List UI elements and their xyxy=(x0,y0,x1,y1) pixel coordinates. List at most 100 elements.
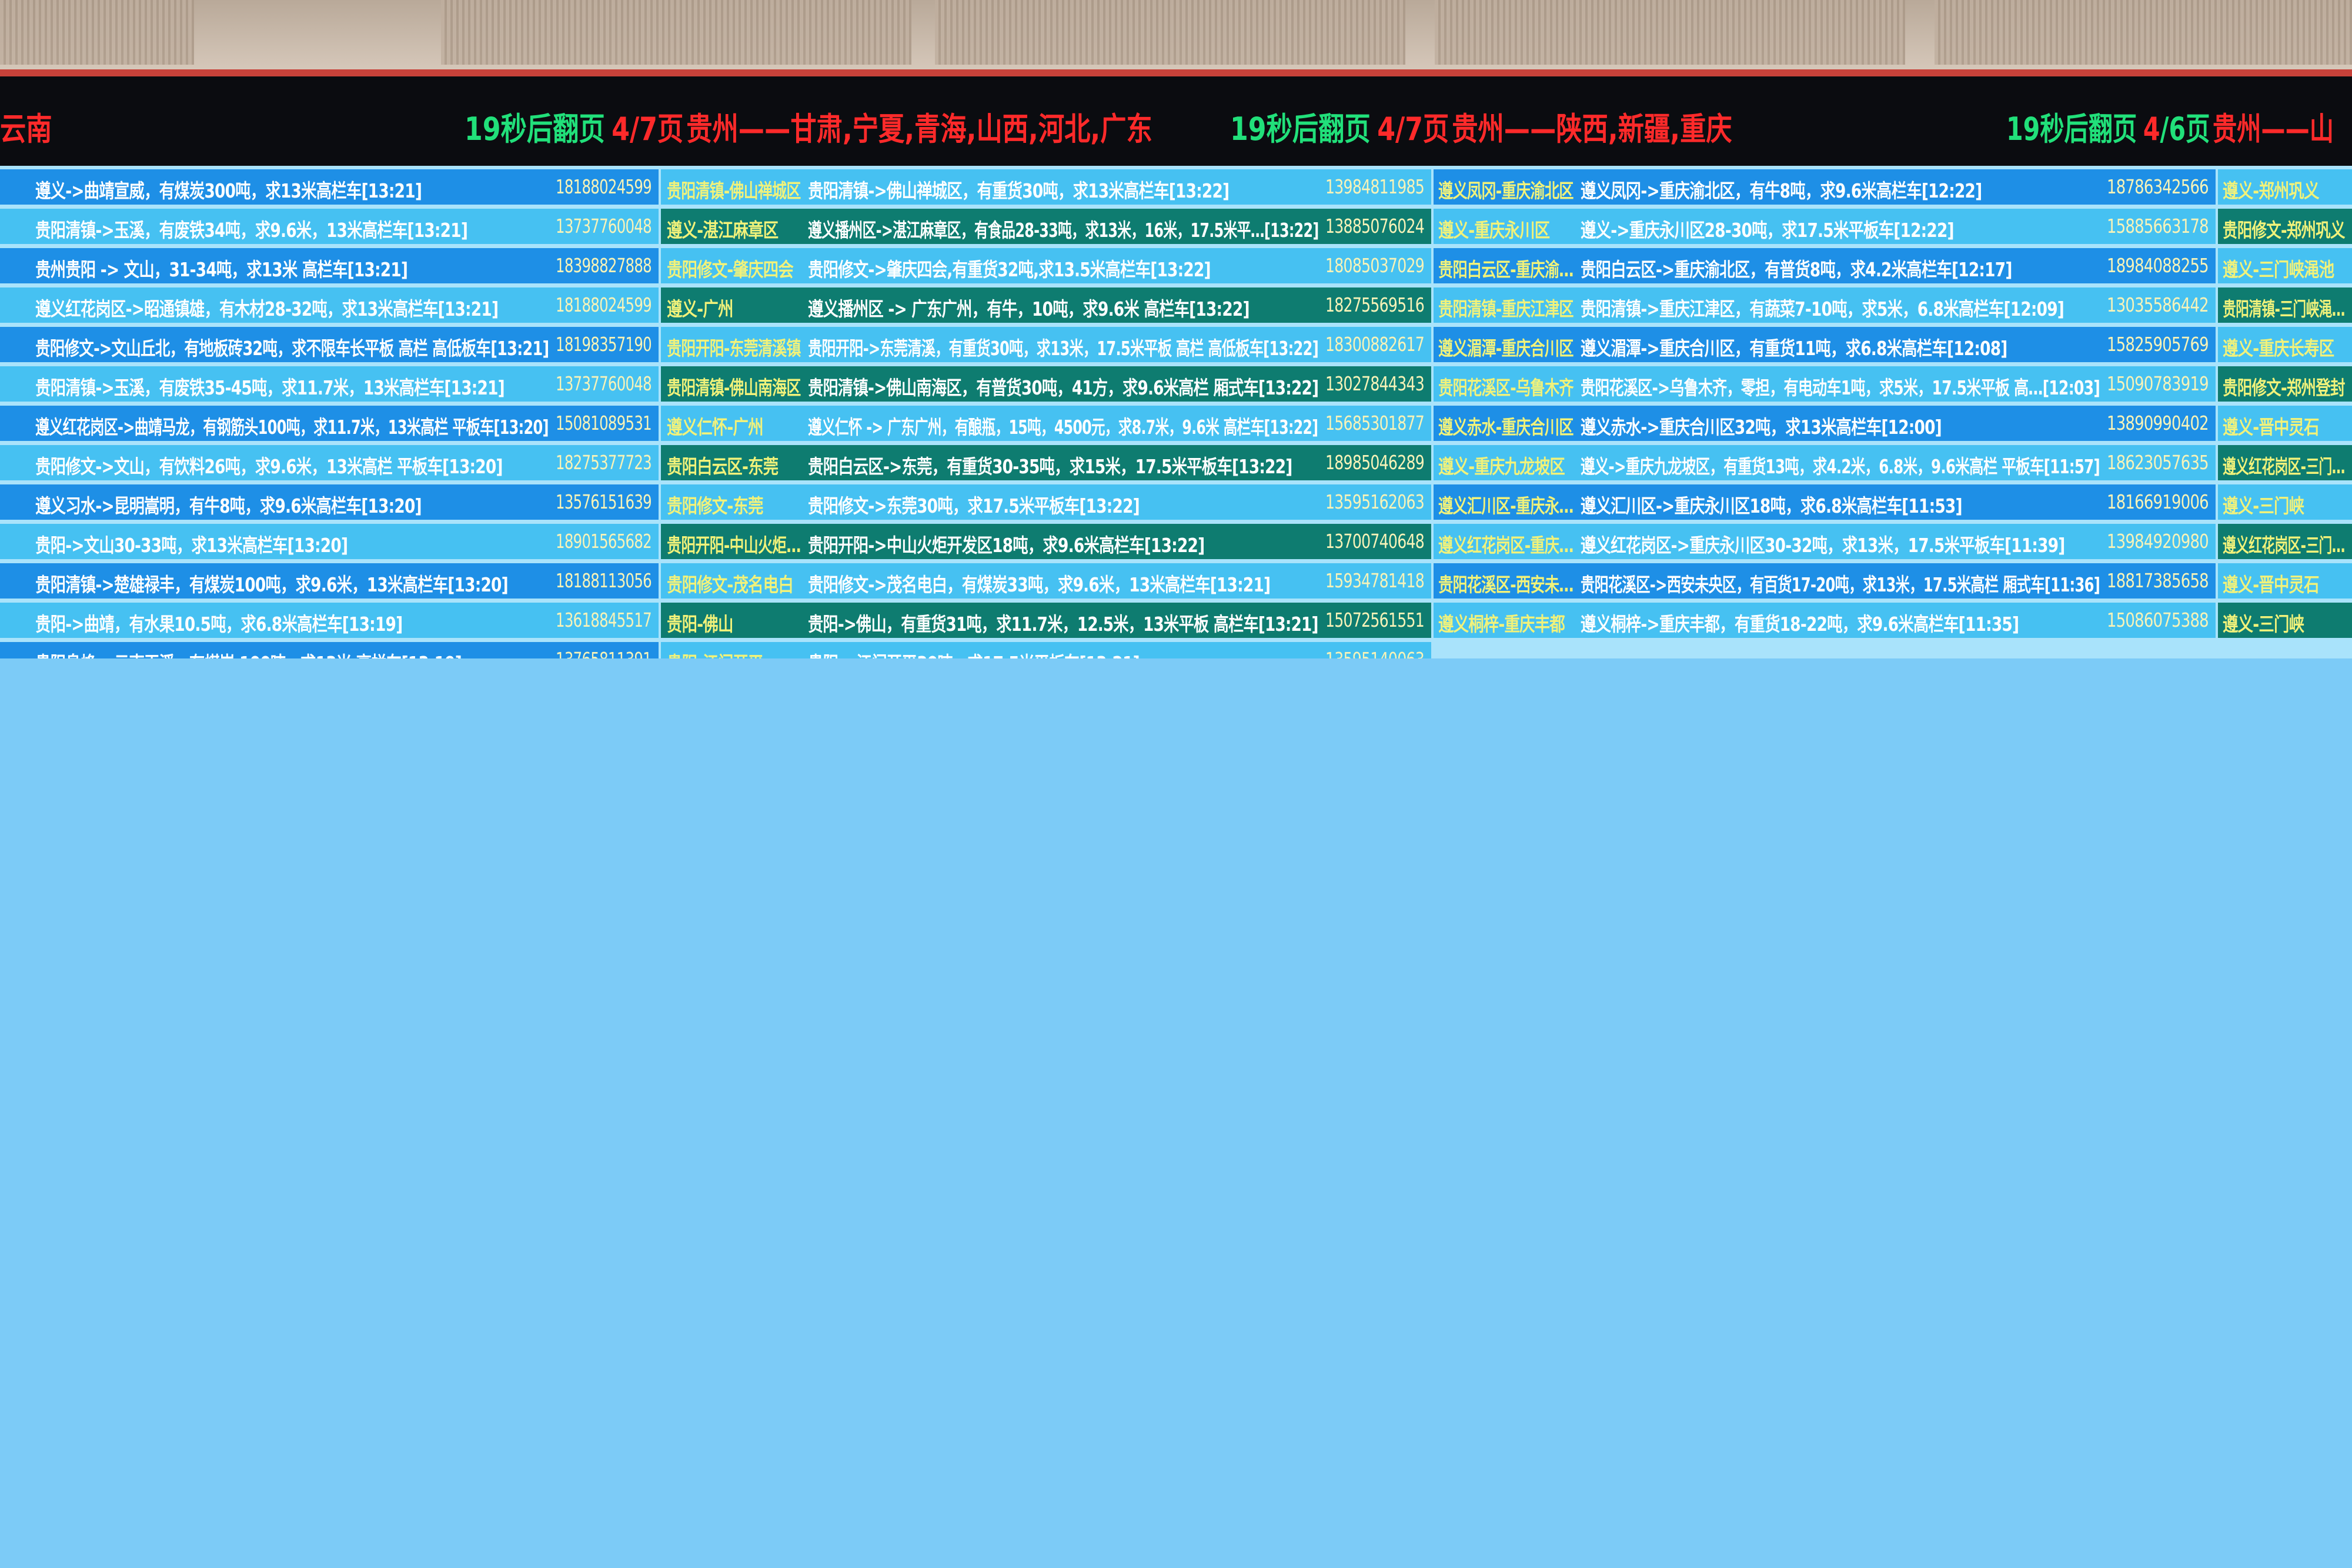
route-label: 遵义-重庆永川区 xyxy=(1438,219,1550,242)
cargo-description: 贵阳清镇->佛山禅城区，有重货30吨，求13米高栏车[13:22] xyxy=(808,179,1230,202)
freight-info-board: 云南 19秒后翻页 4/7页贵州——甘肃,宁夏,青海,山西,河北,广东 19秒后翻… xyxy=(0,76,2352,658)
contact-phone: 15086075388 xyxy=(2107,609,2209,631)
route-label: 贵阳白云区-重庆渝… xyxy=(1438,258,1574,281)
header-group: 19秒后翻页 4/7页贵州——陕西,新疆,重庆 xyxy=(1230,103,1739,149)
freight-listing-row: 遵义-广州 遵义播州区 -> 广东广州，有牛，10吨，求9.6米 高栏车[13:2… xyxy=(661,287,1431,323)
freight-listing-row: 遵义赤水-重庆合川区 遵义赤水->重庆合川区32吨，求13米高栏车[12:00] 1… xyxy=(1434,406,2216,441)
contact-phone: 15072561551 xyxy=(1325,609,1425,631)
contact-phone: 13618845517 xyxy=(556,609,652,631)
route-label: 遵义红花岗区-重庆… xyxy=(1438,534,1574,557)
contact-phone: 18300882617 xyxy=(1325,333,1425,356)
freight-listing-row: 贵阳-佛山 贵阳->佛山，有重货31吨，求11.7米，12.5米，13米平板 高栏… xyxy=(661,603,1431,638)
cargo-description: 遵义桐梓->重庆丰都，有重货18-22吨，求9.6米高栏车[11:35] xyxy=(1581,613,2019,636)
freight-listing-row: 贵阳白云区-重庆渝… 贵阳白云区->重庆渝北区，有普货8吨，求4.2米高栏车[12… xyxy=(1434,248,2216,283)
cargo-description: 遵义仁怀 -> 广东广州，有酿瓶，15吨，4500元，求8.7米，9.6米 高栏… xyxy=(808,416,1318,439)
freight-listing-row: 遵义-三门峡 xyxy=(2218,484,2352,520)
cargo-description: 贵州贵阳 -> 文山，31-34吨，求13米 高栏车[13:21] xyxy=(35,258,408,281)
page-total: /7页 xyxy=(1395,111,1449,148)
cargo-description: 贵阳->江门开平30吨，求17.5米平板车[13:21] xyxy=(808,648,1140,658)
route-label: 贵阳白云区-东莞 xyxy=(667,455,779,478)
route-label: 遵义-重庆九龙坡区 xyxy=(1438,455,1565,478)
freight-listing-row: 遵义-郑州巩义 xyxy=(2218,169,2352,205)
contact-phone: 13027844343 xyxy=(1325,372,1425,395)
freight-listing-row: 贵阳修文-茂名电白 贵阳修文->茂名电白，有煤炭33吨，求9.6米，13米高栏车[… xyxy=(661,563,1431,599)
page-current: 4 xyxy=(1377,111,1396,148)
page-indicator: 4/7页 xyxy=(612,103,683,149)
contact-phone: 18901565682 xyxy=(556,530,652,553)
cargo-description: 遵义赤水->重庆合川区32吨，求13米高栏车[12:00] xyxy=(1581,416,1942,439)
route-label: 贵阳修文-东莞 xyxy=(667,494,764,517)
route-label: 贵阳花溪区-乌鲁木齐 xyxy=(1438,376,1574,399)
freight-listing-row: 贵阳清镇->玉溪，有废铁35-45吨，求11.7米，13米高栏车[13:21] 1… xyxy=(0,366,659,402)
cargo-description: 贵阳->曲靖，有水果10.5吨，求6.8米高栏车[13:19] xyxy=(35,613,403,636)
cargo-description: 遵义->重庆九龙坡区，有重货13吨，求4.2米，6.8米，9.6米高栏 平板车[… xyxy=(1581,455,2100,478)
route-label: 遵义-湛江麻章区 xyxy=(667,219,779,242)
contact-phone: 18817385658 xyxy=(2107,569,2209,592)
cargo-description: 贵阳修文->文山，有饮料26吨，求9.6米，13米高栏 平板车[13:20] xyxy=(35,455,503,478)
page-total: /7页 xyxy=(630,111,684,148)
freight-listing-row: 贵阳清镇-佛山禅城区 贵阳清镇->佛山禅城区，有重货30吨，求13米高栏车[13:… xyxy=(661,169,1431,205)
freight-listing-row: 贵阳清镇-佛山南海区 贵阳清镇->佛山南海区，有普货30吨，41方，求9.6米高栏… xyxy=(661,366,1431,402)
page-current: 4 xyxy=(612,111,630,148)
route-label: 遵义红花岗区-三门… xyxy=(2223,534,2345,557)
freight-listing-row: 贵阳白云区-东莞 贵阳白云区->东莞，有重货30-35吨，求15米，17.5米平板… xyxy=(661,445,1431,480)
cargo-description: 贵阳清镇->重庆江津区，有蔬菜7-10吨，求5米，6.8米高栏车[12:09] xyxy=(1581,297,2064,320)
route-label: 遵义-晋中灵石 xyxy=(2223,416,2320,439)
freight-listing-row: 贵阳清镇-重庆江津区 贵阳清镇->重庆江津区，有蔬菜7-10吨，求5米，6.8米高… xyxy=(1434,287,2216,323)
contact-phone: 13765811391 xyxy=(556,648,652,658)
cargo-description: 贵阳修文->肇庆四会,有重货32吨,求13.5米高栏车[13:22] xyxy=(808,258,1211,281)
freight-listing-row: 遵义红花岗区-重庆… 遵义红花岗区->重庆永川区30-32吨，求13米，17.5米… xyxy=(1434,524,2216,559)
cargo-description: 贵阳白云区->东莞，有重货30-35吨，求15米，17.5米平板车[13:22] xyxy=(808,455,1292,478)
cargo-description: 遵义红花岗区->重庆永川区30-32吨，求13米，17.5米平板车[11:39] xyxy=(1581,534,2065,557)
contact-phone: 15090783919 xyxy=(2107,372,2209,395)
route-label: 遵义赤水-重庆合川区 xyxy=(1438,416,1574,439)
route-label: 贵阳清镇-三门峡渑… xyxy=(2223,297,2345,320)
page-countdown: 19秒后翻页 xyxy=(1230,111,1371,148)
header-group: 19秒后翻页 4/7页贵州——甘肃,宁夏,青海,山西,河北,广东 xyxy=(465,103,1159,149)
route-label: 贵阳修文-茂名电白 xyxy=(667,573,794,596)
header-region: 贵州——甘肃,宁夏,青海,山西,河北,广东 xyxy=(686,111,1152,148)
cargo-description: 遵义习水->昆明嵩明，有牛8吨，求9.6米高栏车[13:20] xyxy=(35,494,422,517)
cargo-description: 贵阳开阳->东莞清溪，有重货30吨，求13米，17.5米平板 高栏 高低板车[1… xyxy=(808,337,1319,360)
cargo-description: 贵阳修文->茂名电白，有煤炭33吨，求9.6米，13米高栏车[13:21] xyxy=(808,573,1271,596)
contact-phone: 18188113056 xyxy=(556,569,652,592)
freight-listing-row: 贵阳修文-郑州登封 xyxy=(2218,366,2352,402)
cargo-description: 贵阳清镇->佛山南海区，有普货30吨，41方，求9.6米高栏 厢式车[13:22… xyxy=(808,376,1319,399)
cargo-description: 贵阳清镇->玉溪，有废铁34吨，求9.6米，13米高栏车[13:21] xyxy=(35,219,468,242)
freight-listing-row: 遵义-重庆九龙坡区 遵义->重庆九龙坡区，有重货13吨，求4.2米，6.8米，9.… xyxy=(1434,445,2216,480)
route-label: 遵义桐梓-重庆丰都 xyxy=(1438,613,1565,636)
ceiling-vent xyxy=(1435,0,1905,65)
contact-phone: 13035586442 xyxy=(2107,293,2209,316)
cargo-description: 贵阳开阳->中山火炬开发区18吨，求9.6米高栏车[13:22] xyxy=(808,534,1205,557)
route-label: 遵义-重庆长寿区 xyxy=(2223,337,2334,360)
header-region: 贵州——山 xyxy=(2213,111,2334,148)
freight-listing-row: 贵阳修文->文山，有饮料26吨，求9.6米，13米高栏 平板车[13:20] 18… xyxy=(0,445,659,480)
contact-phone: 15885663178 xyxy=(2107,215,2209,238)
route-label: 贵阳清镇-佛山禅城区 xyxy=(667,179,801,202)
cargo-description: 贵阳->文山30-33吨，求13米高栏车[13:20] xyxy=(35,534,348,557)
cargo-description: 贵阳清镇->玉溪，有废铁35-45吨，求11.7米，13米高栏车[13:21] xyxy=(35,376,505,399)
page-current: 4 xyxy=(2143,111,2160,148)
board-header: 云南 19秒后翻页 4/7页贵州——甘肃,宁夏,青海,山西,河北,广东 19秒后翻… xyxy=(0,76,2352,166)
route-label: 贵阳清镇-佛山南海区 xyxy=(667,376,801,399)
header-region: 云南 xyxy=(0,111,52,148)
cargo-description: 遵义播州区 -> 广东广州，有牛，10吨，求9.6米 高栏车[13:22] xyxy=(808,297,1250,320)
freight-listing-row: 遵义-晋中灵石 xyxy=(2218,406,2352,441)
freight-listing-row: 遵义桐梓-重庆丰都 遵义桐梓->重庆丰都，有重货18-22吨，求9.6米高栏车[1… xyxy=(1434,603,2216,638)
freight-listing-row: 遵义习水->昆明嵩明，有牛8吨，求9.6米高栏车[13:20] 135761516… xyxy=(0,484,659,520)
cargo-description: 遵义->重庆永川区28-30吨，求17.5米平板车[12:22] xyxy=(1581,219,1955,242)
freight-listing-row: 贵阳-江门开平 贵阳->江门开平30吨，求17.5米平板车[13:21] 13595… xyxy=(661,642,1431,658)
contact-phone: 18085037029 xyxy=(1325,254,1425,277)
cargo-description: 遵义播州区->湛江麻章区，有食品28-33吨，求13米，16米，17.5米平…[… xyxy=(808,219,1319,242)
freight-listing-row: 贵阳修文->文山丘北，有地板砖32吨，求不限车长平板 高栏 高低板车[13:21… xyxy=(0,327,659,362)
contact-phone: 13595140063 xyxy=(1325,648,1425,658)
route-label: 遵义红花岗区-三门… xyxy=(2223,455,2345,478)
freight-listing-row: 贵阳花溪区-乌鲁木齐 贵阳花溪区->乌鲁木齐，零担，有电动车1吨，求5米，17.5… xyxy=(1434,366,2216,402)
freight-listing-row: 贵阳开阳-中山火炬… 贵阳开阳->中山火炬开发区18吨，求9.6米高栏车[13:2… xyxy=(661,524,1431,559)
contact-phone: 13737760048 xyxy=(556,215,652,238)
contact-phone: 13885076024 xyxy=(1325,215,1425,238)
route-label: 遵义-三门峡 xyxy=(2223,613,2304,636)
page-indicator: 4/7页 xyxy=(1377,103,1449,149)
route-label: 贵阳修文-郑州登封 xyxy=(2223,376,2345,399)
cargo-description: 遵义红花岗区->曲靖马龙，有钢筋头100吨，求11.7米，13米高栏 平板车[1… xyxy=(35,416,549,439)
